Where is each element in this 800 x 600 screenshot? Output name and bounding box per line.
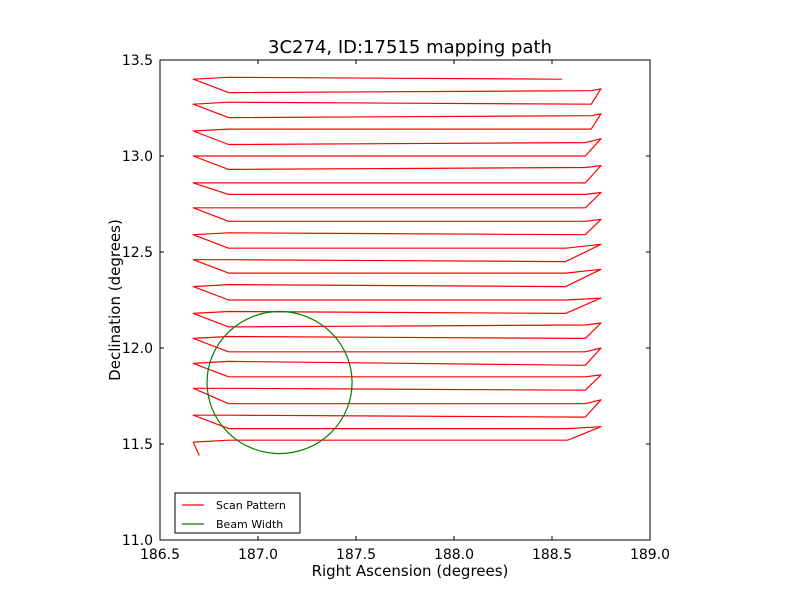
series-layer [192, 76, 602, 456]
tick-layer: 186.5 187.0 187.5 188.0 188.5 189.0 11.0 11.5 12… [122, 53, 670, 563]
plot-area: 186.5 187.0 187.5 188.0 188.5 189.0 11.0 11.5 12… [122, 53, 670, 563]
y-tick-label: 13.0 [122, 149, 153, 165]
y-tick-label: 11.5 [122, 437, 153, 453]
x-tick-label: 187.0 [238, 547, 278, 563]
series-beam-width [206, 310, 353, 455]
y-tick-label: 12.0 [122, 341, 153, 357]
y-tick-label: 13.5 [122, 53, 153, 69]
legend-label-beam-width: Beam Width [216, 518, 283, 531]
x-axis-label: Right Ascension (degrees) [312, 562, 509, 580]
y-tick-label: 12.5 [122, 245, 153, 261]
legend-label-scan-pattern: Scan Pattern [216, 499, 286, 512]
legend: Scan Pattern Beam Width [174, 492, 301, 534]
x-tick-label: 188.0 [434, 547, 474, 563]
y-tick-label: 11.0 [122, 533, 153, 549]
series-scan-pattern [192, 76, 602, 456]
x-tick-label: 186.5 [140, 547, 180, 563]
y-axis-label: Declination (degrees) [106, 219, 124, 381]
plot-frame [159, 59, 651, 541]
x-tick-label: 189.0 [630, 547, 670, 563]
x-tick-label: 187.5 [336, 547, 376, 563]
chart-title: 3C274, ID:17515 mapping path [268, 37, 552, 58]
legend-box [174, 492, 301, 534]
x-tick-label: 188.5 [532, 547, 572, 563]
